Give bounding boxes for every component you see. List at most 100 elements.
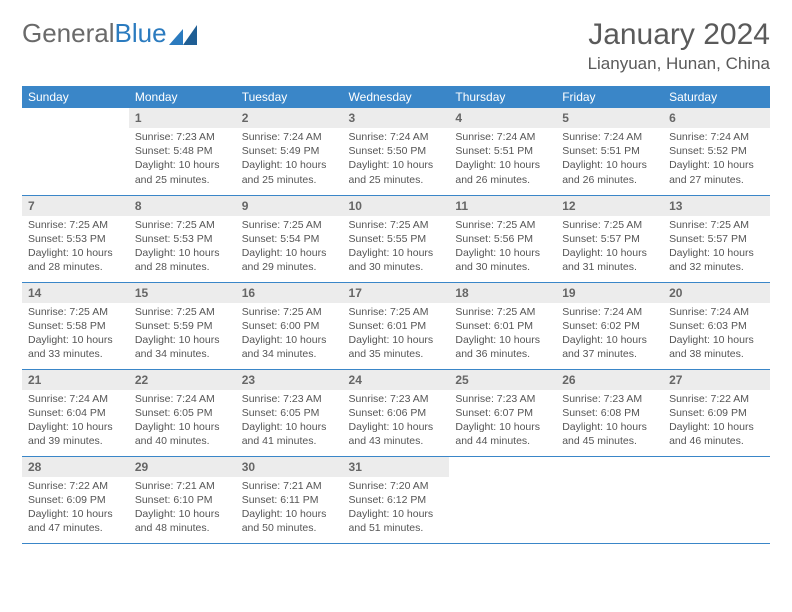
calendar-day-cell: 19Sunrise: 7:24 AMSunset: 6:02 PMDayligh… bbox=[556, 282, 663, 369]
day-number: 5 bbox=[556, 108, 663, 128]
weekday-header: Tuesday bbox=[236, 86, 343, 108]
sunrise-text: Sunrise: 7:20 AM bbox=[349, 479, 444, 493]
calendar-header-row: SundayMondayTuesdayWednesdayThursdayFrid… bbox=[22, 86, 770, 108]
daylight-text: Daylight: 10 hours and 37 minutes. bbox=[562, 333, 657, 361]
day-number: 29 bbox=[129, 457, 236, 477]
sunset-text: Sunset: 6:03 PM bbox=[669, 319, 764, 333]
sunset-text: Sunset: 5:48 PM bbox=[135, 144, 230, 158]
weekday-header: Thursday bbox=[449, 86, 556, 108]
day-number: 25 bbox=[449, 370, 556, 390]
day-details: Sunrise: 7:25 AMSunset: 5:58 PMDaylight:… bbox=[22, 303, 129, 366]
sunrise-text: Sunrise: 7:25 AM bbox=[455, 305, 550, 319]
day-details: Sunrise: 7:24 AMSunset: 6:05 PMDaylight:… bbox=[129, 390, 236, 453]
day-number: 17 bbox=[343, 283, 450, 303]
sunrise-text: Sunrise: 7:25 AM bbox=[455, 218, 550, 232]
calendar-day-cell: .. bbox=[449, 456, 556, 543]
sunset-text: Sunset: 5:53 PM bbox=[135, 232, 230, 246]
calendar-day-cell: 30Sunrise: 7:21 AMSunset: 6:11 PMDayligh… bbox=[236, 456, 343, 543]
sunrise-text: Sunrise: 7:23 AM bbox=[135, 130, 230, 144]
sunrise-text: Sunrise: 7:24 AM bbox=[455, 130, 550, 144]
calendar-week-row: 14Sunrise: 7:25 AMSunset: 5:58 PMDayligh… bbox=[22, 282, 770, 369]
sunrise-text: Sunrise: 7:24 AM bbox=[349, 130, 444, 144]
daylight-text: Daylight: 10 hours and 25 minutes. bbox=[349, 158, 444, 186]
title-block: January 2024 Lianyuan, Hunan, China bbox=[588, 18, 770, 74]
sunrise-text: Sunrise: 7:23 AM bbox=[562, 392, 657, 406]
weekday-header: Monday bbox=[129, 86, 236, 108]
day-details: Sunrise: 7:23 AMSunset: 6:07 PMDaylight:… bbox=[449, 390, 556, 453]
daylight-text: Daylight: 10 hours and 39 minutes. bbox=[28, 420, 123, 448]
calendar-day-cell: 9Sunrise: 7:25 AMSunset: 5:54 PMDaylight… bbox=[236, 195, 343, 282]
calendar-day-cell: 28Sunrise: 7:22 AMSunset: 6:09 PMDayligh… bbox=[22, 456, 129, 543]
calendar-day-cell: .. bbox=[663, 456, 770, 543]
weekday-header: Wednesday bbox=[343, 86, 450, 108]
sunrise-text: Sunrise: 7:21 AM bbox=[135, 479, 230, 493]
logo-text-1: General bbox=[22, 18, 115, 49]
day-details: Sunrise: 7:22 AMSunset: 6:09 PMDaylight:… bbox=[22, 477, 129, 540]
weekday-header: Saturday bbox=[663, 86, 770, 108]
calendar-day-cell: 27Sunrise: 7:22 AMSunset: 6:09 PMDayligh… bbox=[663, 369, 770, 456]
sunrise-text: Sunrise: 7:25 AM bbox=[135, 305, 230, 319]
calendar-day-cell: 22Sunrise: 7:24 AMSunset: 6:05 PMDayligh… bbox=[129, 369, 236, 456]
calendar-day-cell: 20Sunrise: 7:24 AMSunset: 6:03 PMDayligh… bbox=[663, 282, 770, 369]
calendar-day-cell: .. bbox=[22, 108, 129, 195]
calendar-day-cell: 16Sunrise: 7:25 AMSunset: 6:00 PMDayligh… bbox=[236, 282, 343, 369]
sunrise-text: Sunrise: 7:24 AM bbox=[669, 130, 764, 144]
daylight-text: Daylight: 10 hours and 34 minutes. bbox=[135, 333, 230, 361]
sunset-text: Sunset: 5:57 PM bbox=[669, 232, 764, 246]
sunrise-text: Sunrise: 7:24 AM bbox=[562, 305, 657, 319]
calendar-day-cell: 23Sunrise: 7:23 AMSunset: 6:05 PMDayligh… bbox=[236, 369, 343, 456]
sunrise-text: Sunrise: 7:24 AM bbox=[669, 305, 764, 319]
day-details: Sunrise: 7:24 AMSunset: 5:49 PMDaylight:… bbox=[236, 128, 343, 191]
logo-mark-icon bbox=[169, 25, 197, 45]
day-details: Sunrise: 7:24 AMSunset: 6:03 PMDaylight:… bbox=[663, 303, 770, 366]
sunrise-text: Sunrise: 7:25 AM bbox=[242, 305, 337, 319]
calendar-day-cell: 3Sunrise: 7:24 AMSunset: 5:50 PMDaylight… bbox=[343, 108, 450, 195]
calendar-day-cell: 7Sunrise: 7:25 AMSunset: 5:53 PMDaylight… bbox=[22, 195, 129, 282]
day-number: 1 bbox=[129, 108, 236, 128]
day-number: 6 bbox=[663, 108, 770, 128]
calendar-day-cell: 2Sunrise: 7:24 AMSunset: 5:49 PMDaylight… bbox=[236, 108, 343, 195]
day-number: 7 bbox=[22, 196, 129, 216]
sunset-text: Sunset: 6:09 PM bbox=[28, 493, 123, 507]
calendar-day-cell: 12Sunrise: 7:25 AMSunset: 5:57 PMDayligh… bbox=[556, 195, 663, 282]
calendar-day-cell: 8Sunrise: 7:25 AMSunset: 5:53 PMDaylight… bbox=[129, 195, 236, 282]
calendar-day-cell: 18Sunrise: 7:25 AMSunset: 6:01 PMDayligh… bbox=[449, 282, 556, 369]
sunrise-text: Sunrise: 7:24 AM bbox=[135, 392, 230, 406]
day-number: 16 bbox=[236, 283, 343, 303]
sunrise-text: Sunrise: 7:23 AM bbox=[349, 392, 444, 406]
day-details: Sunrise: 7:23 AMSunset: 6:06 PMDaylight:… bbox=[343, 390, 450, 453]
calendar-day-cell: 13Sunrise: 7:25 AMSunset: 5:57 PMDayligh… bbox=[663, 195, 770, 282]
sunset-text: Sunset: 5:49 PM bbox=[242, 144, 337, 158]
daylight-text: Daylight: 10 hours and 43 minutes. bbox=[349, 420, 444, 448]
sunrise-text: Sunrise: 7:23 AM bbox=[242, 392, 337, 406]
day-number: 10 bbox=[343, 196, 450, 216]
day-details: Sunrise: 7:25 AMSunset: 5:56 PMDaylight:… bbox=[449, 216, 556, 279]
calendar-day-cell: 14Sunrise: 7:25 AMSunset: 5:58 PMDayligh… bbox=[22, 282, 129, 369]
day-details: Sunrise: 7:25 AMSunset: 5:54 PMDaylight:… bbox=[236, 216, 343, 279]
day-details: Sunrise: 7:25 AMSunset: 5:53 PMDaylight:… bbox=[129, 216, 236, 279]
daylight-text: Daylight: 10 hours and 38 minutes. bbox=[669, 333, 764, 361]
calendar-week-row: 21Sunrise: 7:24 AMSunset: 6:04 PMDayligh… bbox=[22, 369, 770, 456]
daylight-text: Daylight: 10 hours and 26 minutes. bbox=[562, 158, 657, 186]
sunrise-text: Sunrise: 7:25 AM bbox=[135, 218, 230, 232]
sunrise-text: Sunrise: 7:24 AM bbox=[28, 392, 123, 406]
daylight-text: Daylight: 10 hours and 48 minutes. bbox=[135, 507, 230, 535]
day-details: Sunrise: 7:24 AMSunset: 5:51 PMDaylight:… bbox=[449, 128, 556, 191]
daylight-text: Daylight: 10 hours and 27 minutes. bbox=[669, 158, 764, 186]
sunset-text: Sunset: 6:11 PM bbox=[242, 493, 337, 507]
sunset-text: Sunset: 6:02 PM bbox=[562, 319, 657, 333]
daylight-text: Daylight: 10 hours and 29 minutes. bbox=[242, 246, 337, 274]
sunrise-text: Sunrise: 7:25 AM bbox=[242, 218, 337, 232]
day-details: Sunrise: 7:24 AMSunset: 5:50 PMDaylight:… bbox=[343, 128, 450, 191]
sunset-text: Sunset: 6:08 PM bbox=[562, 406, 657, 420]
day-details: Sunrise: 7:20 AMSunset: 6:12 PMDaylight:… bbox=[343, 477, 450, 540]
daylight-text: Daylight: 10 hours and 30 minutes. bbox=[349, 246, 444, 274]
day-number: 30 bbox=[236, 457, 343, 477]
sunset-text: Sunset: 5:59 PM bbox=[135, 319, 230, 333]
sunrise-text: Sunrise: 7:25 AM bbox=[562, 218, 657, 232]
daylight-text: Daylight: 10 hours and 33 minutes. bbox=[28, 333, 123, 361]
day-details: Sunrise: 7:25 AMSunset: 6:01 PMDaylight:… bbox=[343, 303, 450, 366]
logo: GeneralBlue bbox=[22, 18, 197, 49]
daylight-text: Daylight: 10 hours and 44 minutes. bbox=[455, 420, 550, 448]
calendar-day-cell: 31Sunrise: 7:20 AMSunset: 6:12 PMDayligh… bbox=[343, 456, 450, 543]
